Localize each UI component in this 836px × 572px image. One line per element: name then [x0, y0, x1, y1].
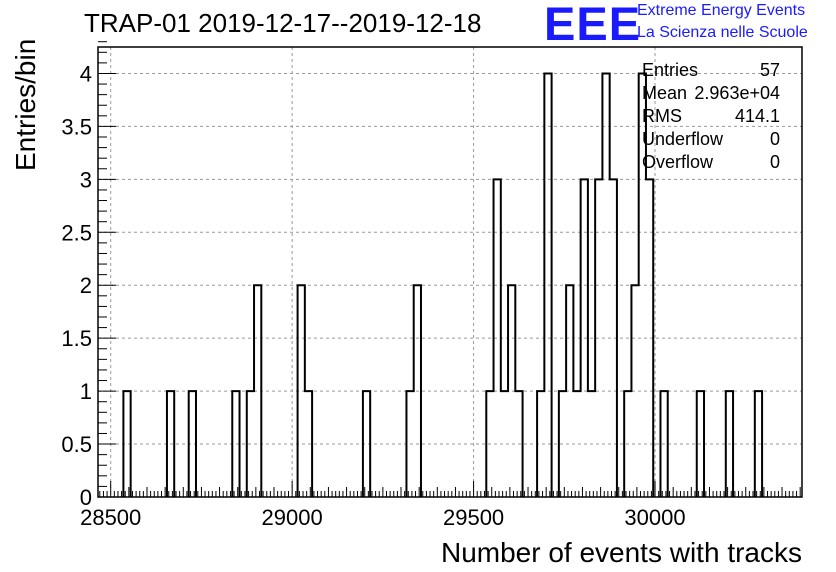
- logo-line-1: Extreme Energy Events: [637, 2, 806, 19]
- x-tick-label: 30000: [624, 505, 685, 530]
- y-tick-label: 0: [80, 485, 92, 510]
- stat-value: 0: [769, 152, 780, 172]
- stat-name: Mean: [642, 83, 688, 103]
- stat-value: 57: [759, 60, 780, 80]
- stat-mean: Mean 2.963e+04: [642, 83, 780, 106]
- logo-line-2: La Scienza nelle Scuole: [637, 24, 808, 41]
- x-tick-label: 29500: [443, 505, 504, 530]
- stats-box: Entries 57 Mean 2.963e+04 RMS 414.1 Unde…: [642, 60, 780, 175]
- x-tick-label: 29000: [262, 505, 323, 530]
- y-tick-label: 2.5: [61, 220, 92, 245]
- histogram-outline: [122, 72, 764, 497]
- eee-logo: EEE: [544, 0, 642, 50]
- y-tick-label: 3: [80, 167, 92, 192]
- stat-name: Underflow: [642, 129, 724, 149]
- plot-title: TRAP-01 2019-12-17--2019-12-18: [84, 8, 482, 38]
- y-tick-label: 1: [80, 379, 92, 404]
- stat-overflow: Overflow 0: [642, 152, 780, 175]
- stat-entries: Entries 57: [642, 60, 780, 83]
- stat-value: 2.963e+04: [694, 83, 780, 103]
- stat-value: 0: [769, 129, 780, 149]
- stat-name: Overflow: [642, 152, 714, 172]
- y-tick-label: 4: [80, 61, 92, 86]
- y-axis-label: Entries/bin: [10, 38, 41, 171]
- x-axis-label: Number of events with tracks: [440, 537, 802, 568]
- plot-frame: [97, 46, 803, 498]
- stat-underflow: Underflow 0: [642, 129, 780, 152]
- stat-name: Entries: [642, 60, 699, 80]
- y-tick-label: 2: [80, 273, 92, 298]
- stat-name: RMS: [642, 106, 682, 126]
- x-tick-label: 28500: [80, 505, 141, 530]
- stat-rms: RMS 414.1: [642, 106, 780, 129]
- y-tick-label: 3.5: [61, 114, 92, 139]
- y-tick-label: 1.5: [61, 326, 92, 351]
- y-tick-label: 0.5: [61, 432, 92, 457]
- stat-value: 414.1: [734, 106, 780, 126]
